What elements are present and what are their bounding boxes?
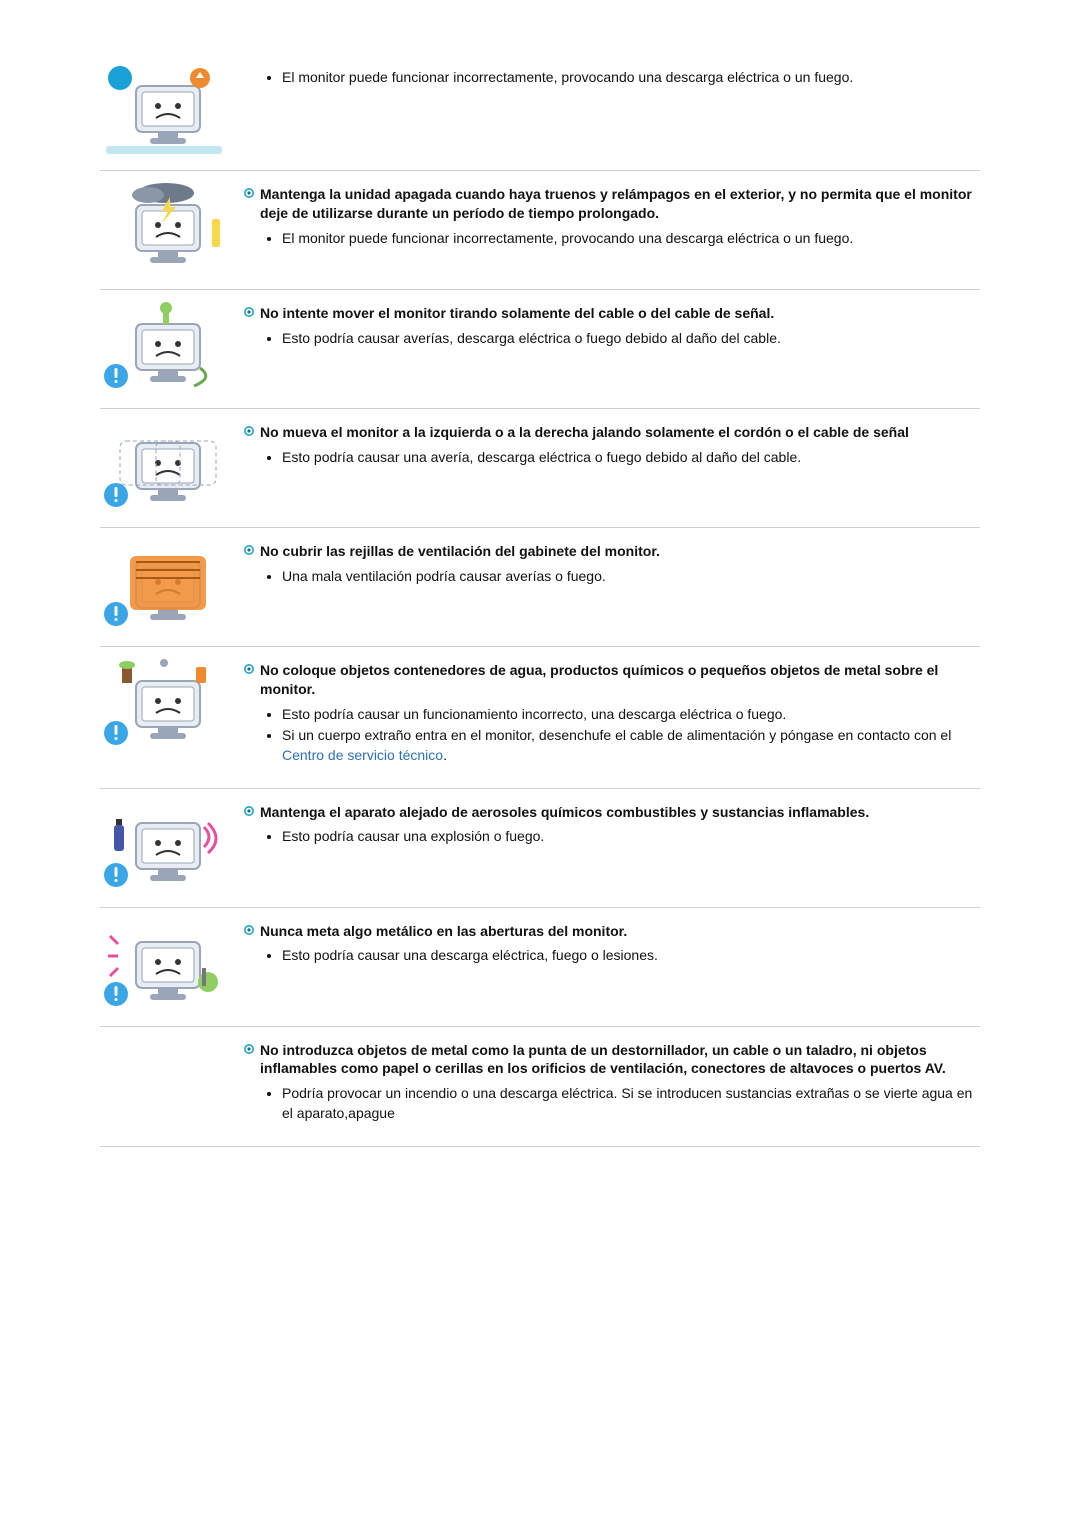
bullet-icon (244, 426, 254, 436)
instruction-illustration (100, 655, 228, 751)
note-item: Esto podría causar un funcionamiento inc… (282, 705, 980, 725)
instruction-texts: Mantenga la unidad apagada cuando haya t… (244, 179, 980, 256)
instruction-illustration (100, 536, 228, 632)
instruction-row: No mueva el monitor a la izquierda o a l… (100, 409, 980, 528)
instruction-heading: Nunca meta algo metálico en las abertura… (244, 922, 980, 941)
note-text: Si un cuerpo extraño entra en el monitor… (282, 727, 951, 743)
instruction-heading-text: No introduzca objetos de metal como la p… (260, 1041, 980, 1079)
instruction-heading: No intente mover el monitor tirando sola… (244, 304, 980, 323)
note-item: Esto podría causar una explosión o fuego… (282, 827, 980, 847)
instruction-texts: Mantenga el aparato alejado de aerosoles… (244, 797, 980, 855)
instruction-heading: No cubrir las rejillas de ventilación de… (244, 542, 980, 561)
instruction-heading-text: No mueva el monitor a la izquierda o a l… (260, 423, 909, 442)
instruction-row: El monitor puede funcionar incorrectamen… (100, 60, 980, 171)
instruction-notes: Esto podría causar una explosión o fuego… (244, 827, 980, 847)
instruction-texts: No introduzca objetos de metal como la p… (244, 1035, 980, 1132)
note-item: Esto podría causar averías, descarga elé… (282, 329, 980, 349)
note-text: Esto podría causar un funcionamiento inc… (282, 706, 786, 722)
instruction-illustration (100, 417, 228, 513)
instruction-row: Mantenga el aparato alejado de aerosoles… (100, 789, 980, 908)
bullet-icon (244, 664, 254, 674)
instruction-heading: No introduzca objetos de metal como la p… (244, 1041, 980, 1079)
bullet-icon (244, 1044, 254, 1054)
instruction-heading: Mantenga el aparato alejado de aerosoles… (244, 803, 980, 822)
instruction-notes: Esto podría causar averías, descarga elé… (244, 329, 980, 349)
service-center-link[interactable]: Centro de servicio técnico (282, 747, 443, 763)
instruction-row: No introduzca objetos de metal como la p… (100, 1027, 980, 1147)
instruction-heading: No mueva el monitor a la izquierda o a l… (244, 423, 980, 442)
instruction-illustration (100, 298, 228, 394)
instruction-heading-text: Mantenga la unidad apagada cuando haya t… (260, 185, 980, 223)
note-text: Una mala ventilación podría causar averí… (282, 568, 606, 584)
instruction-row: No cubrir las rejillas de ventilación de… (100, 528, 980, 647)
instruction-row: No intente mover el monitor tirando sola… (100, 290, 980, 409)
note-item: El monitor puede funcionar incorrectamen… (282, 68, 980, 88)
bullet-icon (244, 545, 254, 555)
note-text: Esto podría causar una descarga eléctric… (282, 947, 658, 963)
note-text: Podría provocar un incendio o una descar… (282, 1085, 972, 1121)
note-text: El monitor puede funcionar incorrectamen… (282, 69, 853, 85)
instruction-heading: No coloque objetos contenedores de agua,… (244, 661, 980, 699)
instruction-illustration (100, 179, 228, 275)
instruction-heading-text: Mantenga el aparato alejado de aerosoles… (260, 803, 869, 822)
instruction-notes: Esto podría causar una avería, descarga … (244, 448, 980, 468)
note-item: El monitor puede funcionar incorrectamen… (282, 229, 980, 249)
instruction-notes: El monitor puede funcionar incorrectamen… (244, 229, 980, 249)
instruction-illustration (100, 60, 228, 156)
instruction-texts: No mueva el monitor a la izquierda o a l… (244, 417, 980, 475)
instruction-heading: Mantenga la unidad apagada cuando haya t… (244, 185, 980, 223)
safety-instructions-page: El monitor puede funcionar incorrectamen… (0, 0, 1080, 1187)
instruction-texts: No intente mover el monitor tirando sola… (244, 298, 980, 356)
instruction-notes: El monitor puede funcionar incorrectamen… (244, 68, 980, 88)
bullet-icon (244, 925, 254, 935)
note-item: Esto podría causar una avería, descarga … (282, 448, 980, 468)
note-item: Podría provocar un incendio o una descar… (282, 1084, 980, 1123)
instruction-notes: Podría provocar un incendio o una descar… (244, 1084, 980, 1123)
instruction-notes: Esto podría causar una descarga eléctric… (244, 946, 980, 966)
instruction-texts: El monitor puede funcionar incorrectamen… (244, 60, 980, 96)
instruction-texts: No cubrir las rejillas de ventilación de… (244, 536, 980, 594)
instruction-heading-text: No intente mover el monitor tirando sola… (260, 304, 774, 323)
note-item: Si un cuerpo extraño entra en el monitor… (282, 726, 980, 765)
instruction-notes: Una mala ventilación podría causar averí… (244, 567, 980, 587)
instruction-row: Nunca meta algo metálico en las abertura… (100, 908, 980, 1027)
note-text: Esto podría causar una explosión o fuego… (282, 828, 544, 844)
note-item: Una mala ventilación podría causar averí… (282, 567, 980, 587)
instruction-heading-text: No coloque objetos contenedores de agua,… (260, 661, 980, 699)
note-item: Esto podría causar una descarga eléctric… (282, 946, 980, 966)
instruction-heading-text: Nunca meta algo metálico en las abertura… (260, 922, 627, 941)
note-text: Esto podría causar una avería, descarga … (282, 449, 801, 465)
note-text: Esto podría causar averías, descarga elé… (282, 330, 781, 346)
instruction-heading-text: No cubrir las rejillas de ventilación de… (260, 542, 660, 561)
instruction-illustration (100, 797, 228, 893)
instruction-row: No coloque objetos contenedores de agua,… (100, 647, 980, 789)
instruction-illustration (100, 916, 228, 1012)
note-text: El monitor puede funcionar incorrectamen… (282, 230, 853, 246)
instruction-notes: Esto podría causar un funcionamiento inc… (244, 705, 980, 766)
instruction-row: Mantenga la unidad apagada cuando haya t… (100, 171, 980, 290)
bullet-icon (244, 188, 254, 198)
bullet-icon (244, 806, 254, 816)
note-text-after: . (443, 747, 447, 763)
bullet-icon (244, 307, 254, 317)
instruction-texts: Nunca meta algo metálico en las abertura… (244, 916, 980, 974)
instruction-texts: No coloque objetos contenedores de agua,… (244, 655, 980, 774)
